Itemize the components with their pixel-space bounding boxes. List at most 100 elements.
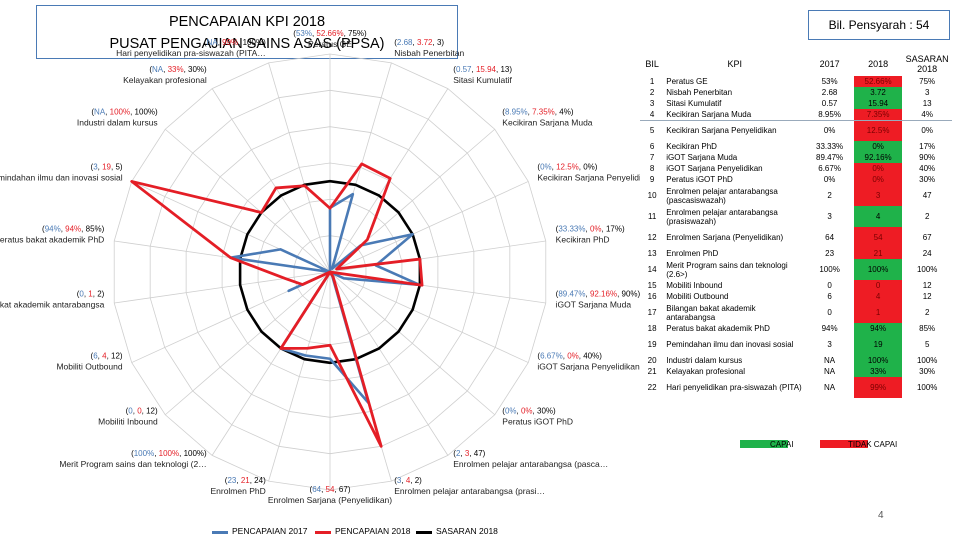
kpi-table-body: 1 Peratus GE 53% 52.66% 75% 2 Nisbah Penerbita… [640, 76, 952, 398]
axis-spoke [329, 271, 529, 363]
table-row: 4 Kecikiran Sarjana Muda 8.95% 7.35% 4% [640, 109, 952, 120]
annot-value: 33% [168, 65, 184, 74]
axis-annotation: (94%, 94%, 85%) [42, 225, 105, 234]
row-kpi: Enrolmen pelajar antarabangsa (pascasisw… [666, 186, 778, 205]
annot-value: 90% [622, 289, 638, 298]
axis-annotation: (0, 0, 12) [126, 406, 158, 415]
annot-value: 0% [540, 162, 552, 171]
annot-value: 2.68 [397, 38, 413, 47]
annot-value: 6.67% [540, 352, 563, 361]
row-2017: 0% [805, 119, 854, 141]
axis-annotation: (NA, 99%, 100%) [204, 38, 266, 47]
annot-value: 0% [590, 225, 602, 234]
row-bil: 16 [647, 292, 657, 301]
table-row: 8 iGOT Sarjana Penyelidikan 6.67% 0% 40% [640, 163, 952, 174]
row-kpi: Nisbah Penerbitan [666, 88, 733, 97]
axis-label: Enrolmen pelajar antarabangsa (pasca… [453, 459, 608, 469]
annot-value: 64 [312, 485, 321, 494]
kpi-table: BIL KPI 2017 2018 SASARAN 2018 1 Peratus … [640, 52, 952, 398]
row-kpi: Peratus iGOT PhD [666, 175, 733, 184]
annot-value: 4% [559, 108, 571, 117]
row-target: 85% [919, 324, 936, 333]
series-rTarget [238, 179, 422, 365]
axis-annotation: (89.47%, 92.16%, 90%) [556, 289, 640, 298]
axis-spoke [114, 271, 331, 304]
row-target: 5 [924, 340, 930, 349]
table-row: 20 Industri dalam kursus NA 100% 100% [640, 355, 952, 366]
table-row: 12 Enrolmen Sarjana (Penyelidikan) 64 54 67 [640, 227, 952, 248]
tidak-capai-swatch [820, 440, 868, 448]
row-2017: NA [824, 367, 836, 376]
annot-value: 0.57 [456, 65, 472, 74]
row-kpi: iGOT Sarjana Muda [666, 153, 738, 162]
row-target: 3 [924, 88, 930, 97]
row-kpi: Enrolmen PhD [666, 249, 719, 258]
row-2018: 94% [853, 323, 903, 334]
row-2017: 3 [827, 340, 832, 349]
row-2018: 12.5% [853, 119, 903, 141]
legend-target-label: SASARAN 2018 [436, 526, 498, 536]
axis-annotation: (6, 4, 12) [91, 352, 123, 361]
table-row: 13 Enrolmen PhD 23 21 24 [640, 248, 952, 259]
row-2017: 23 [825, 249, 835, 258]
row-target: 40% [919, 164, 936, 173]
annot-value: 0 [79, 289, 84, 298]
row-bil: 12 [647, 233, 657, 242]
axis-label: Kelayakan profesional [123, 75, 207, 85]
row-bil: 8 [649, 164, 655, 173]
row-target: 24 [922, 249, 932, 258]
row-2018: 1 [853, 302, 903, 323]
axis-label: iGOT Sarjana Penyelidikan [537, 362, 640, 372]
axis-label: Nisbah Penerbitan [394, 48, 464, 58]
table-row: 21 Kelayakan profesional NA 33% 30% [640, 366, 952, 377]
title-line2: PUSAT PENGAJIAN SAINS ASAS (PPSA) [109, 36, 385, 52]
row-2017: 64 [825, 233, 835, 242]
annot-value: 40% [583, 352, 599, 361]
row-2017: 3 [827, 212, 832, 221]
row-kpi: Hari penyelidikan pra-siswazah (PITA) [666, 383, 802, 392]
annot-value: 75% [348, 29, 364, 38]
header-target: SASARAN 2018 [905, 54, 949, 74]
row-bil: 14 [647, 265, 657, 274]
row-bil: 3 [649, 99, 655, 108]
legend-2018-label: PENCAPAIAN 2018 [335, 526, 411, 536]
kpi-table-header: BIL KPI 2017 2018 SASARAN 2018 [640, 52, 952, 76]
row-target: 4% [921, 109, 933, 119]
annot-value: 2 [456, 449, 461, 458]
axis-label: Peratus bakat akademik PhD [0, 235, 104, 245]
row-2017: 0% [823, 175, 836, 184]
annot-value: 89.47% [558, 289, 585, 298]
annot-value: 0% [583, 162, 595, 171]
axis-annotation: (2, 3, 47) [453, 449, 485, 458]
axis-annotation: (23, 21, 24) [225, 476, 266, 485]
row-2017: 2 [827, 191, 832, 200]
row-target: 12 [922, 292, 932, 301]
axis-label: Merit Program sains dan teknologi (2… [59, 459, 206, 469]
row-kpi: Kelayakan profesional [666, 367, 745, 376]
legend-target-swatch [416, 531, 432, 546]
series-r2017 [229, 192, 421, 405]
radar-labels: Peratus GE(53%, 52.66%, 75%) Nisbah Pener… [0, 29, 640, 505]
annot-value: NA [207, 38, 219, 47]
row-2017: NA [824, 383, 836, 392]
annot-value: 47 [474, 449, 483, 458]
row-2018: 0 [853, 280, 903, 291]
row-kpi: Peratus bakat akademik PhD [666, 324, 770, 333]
row-target: 17% [919, 142, 936, 151]
row-target: 100% [916, 265, 938, 274]
annot-value: 30% [188, 65, 204, 74]
lecturer-count: Bil. Pensyarah : 54 [808, 10, 950, 40]
table-row: 18 Peratus bakat akademik PhD 94% 94% 85% [640, 323, 952, 334]
axis-spoke [268, 62, 331, 273]
axis-spoke [164, 271, 331, 416]
row-bil: 9 [649, 175, 655, 184]
annot-value: 85% [86, 225, 102, 234]
row-2017: 100% [819, 265, 840, 274]
axis-label: Kecikiran PhD [556, 235, 610, 245]
annot-value: 5 [115, 162, 120, 171]
row-2017: 6.67% [818, 164, 841, 173]
axis-label: Peratus iGOT PhD [502, 416, 573, 426]
row-kpi: Kecikiran Sarjana Penyelidikan [664, 119, 806, 141]
table-row: 11 Enrolmen pelajar antarabangsa (prasisw… [640, 206, 952, 227]
row-target: 2 [924, 308, 930, 317]
